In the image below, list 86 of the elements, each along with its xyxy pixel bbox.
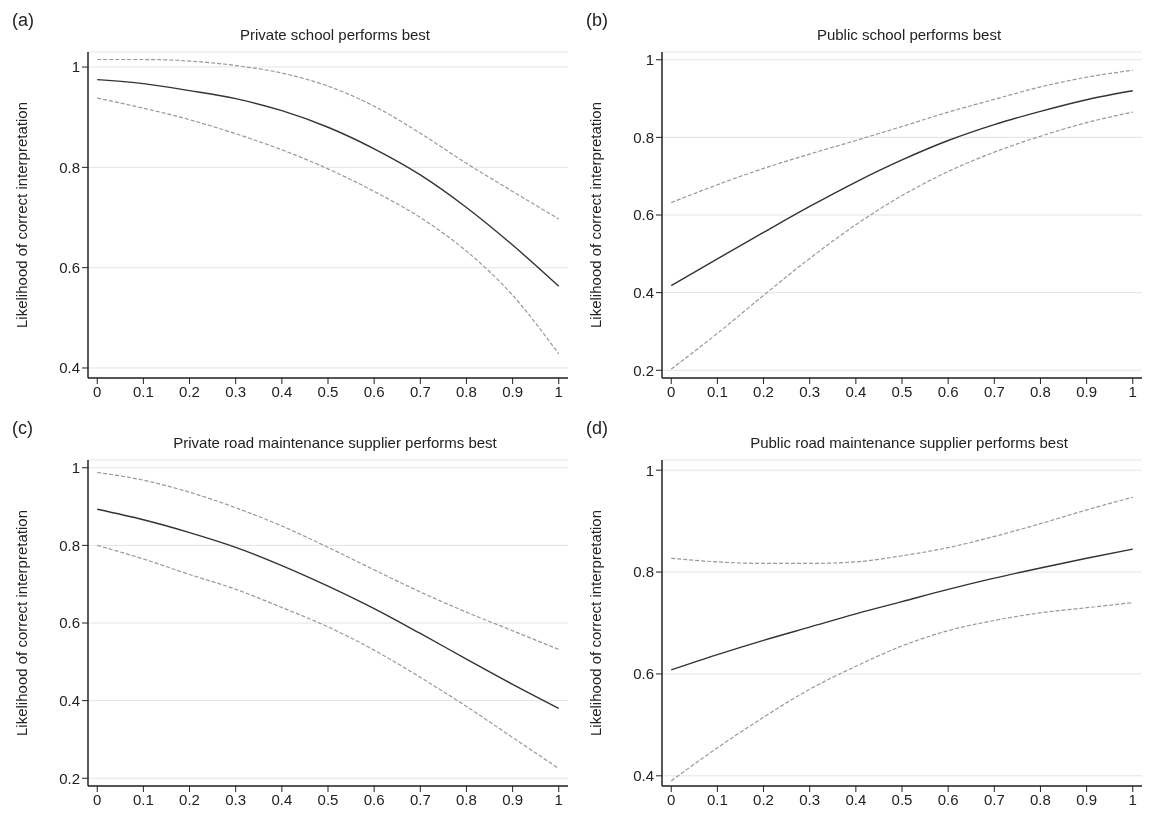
x-tick-label: 0.5 [317, 382, 339, 400]
x-tick-label: 0.9 [1076, 382, 1098, 400]
x-tick-label: 0.8 [456, 382, 477, 400]
x-tick-label: 0.8 [1030, 382, 1051, 400]
x-tick-label: 0.8 [456, 790, 477, 808]
y-axis-title: Likelihood of correct interpretation [13, 510, 31, 736]
x-tick-label: 0 [93, 790, 102, 808]
x-tick-label: 0.7 [983, 382, 1005, 400]
line-series [96, 78, 560, 287]
x-tick-label: 0.6 [937, 382, 959, 400]
line-series [670, 548, 1134, 671]
x-tick-label: 0.1 [706, 790, 728, 808]
y-tick-label: 1 [71, 58, 80, 76]
x-tick-label: 0.3 [799, 790, 821, 808]
line-series [670, 111, 1134, 370]
line-series [96, 97, 560, 355]
y-tick-label: 0.8 [59, 536, 80, 554]
x-tick-label: 0.9 [502, 790, 524, 808]
y-tick-label: 0.2 [59, 769, 80, 787]
x-tick-label: 0.4 [271, 382, 293, 400]
y-tick-label: 0.6 [59, 258, 80, 276]
x-tick-label: 0.6 [937, 790, 959, 808]
line-series [96, 471, 560, 650]
y-axis-title: Likelihood of correct interpretation [587, 102, 605, 328]
x-tick-label: 1 [554, 382, 563, 400]
x-tick-label: 1 [1128, 790, 1137, 808]
x-tick-label: 0.4 [271, 790, 293, 808]
y-tick-label: 0.8 [633, 563, 654, 581]
x-tick-label: 0.5 [317, 790, 339, 808]
line-series [670, 90, 1134, 287]
text: (a) [12, 10, 34, 31]
x-tick-label: 1 [1128, 382, 1137, 400]
x-tick-label: 0 [667, 790, 676, 808]
x-tick-label: 0.1 [706, 382, 728, 400]
y-tick-label: 0.6 [59, 614, 80, 632]
line-series [96, 58, 560, 220]
x-tick-label: 0.6 [363, 382, 385, 400]
chart-title: Private school performs best [238, 26, 432, 43]
x-tick-label: 0 [667, 382, 676, 400]
x-tick-label: 0.1 [132, 790, 154, 808]
y-tick-label: 0.4 [633, 283, 654, 301]
chart-title: Public school performs best [815, 26, 1003, 43]
y-tick-label: 0.8 [59, 158, 80, 176]
line-series [96, 544, 560, 770]
text: (d) [586, 418, 608, 439]
y-tick-label: 0.6 [633, 665, 654, 683]
chart-title: Public road maintenance supplier performs best [749, 434, 1069, 451]
x-tick-label: 0.2 [179, 382, 200, 400]
x-tick-label: 0.2 [753, 382, 774, 400]
x-tick-label: 0.3 [799, 382, 821, 400]
line-series [96, 508, 560, 710]
y-tick-label: 0.2 [633, 361, 654, 379]
x-tick-label: 0.2 [179, 790, 200, 808]
x-tick-label: 0.2 [753, 790, 774, 808]
x-tick-label: 0.7 [409, 382, 431, 400]
x-tick-label: 0.4 [845, 790, 867, 808]
x-tick-label: 0.9 [502, 382, 524, 400]
x-tick-label: 0.4 [845, 382, 867, 400]
x-tick-label: 0.8 [1030, 790, 1051, 808]
text: (b) [586, 10, 608, 31]
y-tick-label: 0.4 [59, 359, 80, 377]
line-series [670, 496, 1134, 564]
x-tick-label: 1 [554, 790, 563, 808]
x-tick-label: 0.3 [225, 382, 247, 400]
y-tick-label: 0.8 [633, 128, 654, 146]
x-tick-label: 0.3 [225, 790, 247, 808]
y-tick-label: 0.6 [633, 206, 654, 224]
y-tick-label: 0.4 [633, 767, 654, 785]
x-tick-label: 0.7 [409, 790, 431, 808]
x-tick-label: 0 [93, 382, 102, 400]
x-tick-label: 0.5 [891, 382, 913, 400]
y-tick-label: 1 [645, 461, 654, 479]
y-tick-label: 1 [71, 459, 80, 477]
line-series [670, 69, 1134, 204]
x-tick-label: 0.6 [363, 790, 385, 808]
x-tick-label: 0.7 [983, 790, 1005, 808]
y-axis-title: Likelihood of correct interpretation [587, 510, 605, 736]
x-tick-label: 0.5 [891, 790, 913, 808]
x-tick-label: 0.9 [1076, 790, 1098, 808]
chart-title: Private road maintenance supplier performs best [172, 434, 498, 451]
y-tick-label: 1 [645, 51, 654, 69]
y-axis-title: Likelihood of correct interpretation [13, 102, 31, 328]
line-series [670, 602, 1134, 782]
text: (c) [12, 418, 33, 439]
y-tick-label: 0.4 [59, 691, 80, 709]
x-tick-label: 0.1 [132, 382, 154, 400]
